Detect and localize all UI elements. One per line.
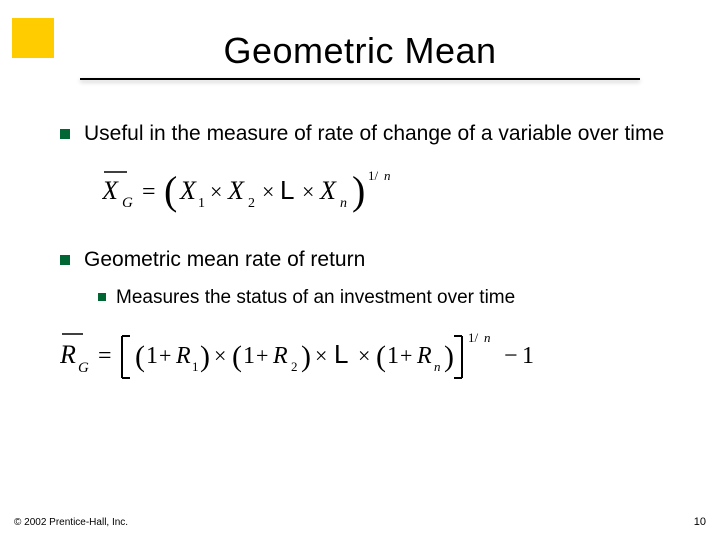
svg-text:G: G	[78, 360, 89, 376]
svg-text:n: n	[384, 168, 391, 183]
bullet-icon	[60, 255, 70, 265]
svg-text:(: (	[232, 340, 242, 373]
svg-text:n: n	[340, 196, 347, 211]
svg-text:R: R	[272, 343, 288, 369]
formula-rate-of-return: R G = ( 1 + R 1 ) × ( 1 + R 2	[60, 328, 680, 386]
svg-text:1: 1	[387, 343, 399, 369]
bullet-icon	[98, 293, 106, 301]
page-number: 10	[694, 516, 706, 528]
svg-text:(: (	[135, 340, 145, 373]
sub-bullet-text: Measures the status of an investment ove…	[116, 285, 515, 311]
svg-text:1: 1	[243, 343, 255, 369]
svg-text:X: X	[179, 176, 197, 205]
svg-text:×: ×	[214, 343, 226, 368]
footer: © 2002 Prentice-Hall, Inc. 10	[14, 516, 706, 528]
bullet-text: Useful in the measure of rate of change …	[84, 120, 664, 148]
svg-text:X: X	[227, 176, 245, 205]
bullet-row: Useful in the measure of rate of change …	[60, 120, 680, 148]
svg-text:=: =	[142, 179, 156, 205]
svg-text:1/: 1/	[468, 330, 479, 345]
svg-text:n: n	[434, 359, 441, 374]
svg-text:1: 1	[146, 343, 158, 369]
svg-text:×: ×	[358, 343, 370, 368]
svg-text:−: −	[504, 343, 518, 369]
sub-bullet-row: Measures the status of an investment ove…	[98, 285, 680, 311]
title-block: Geometric Mean	[0, 30, 720, 80]
title-underline	[80, 78, 640, 80]
svg-text:×: ×	[315, 343, 327, 368]
formula-geometric-mean: X G = ( X 1 × X 2 × L × X n ) 1/ n	[102, 166, 680, 220]
bullet-row: Geometric mean rate of return	[60, 246, 680, 274]
copyright-text: © 2002 Prentice-Hall, Inc.	[14, 517, 128, 528]
svg-text:L: L	[280, 175, 294, 205]
svg-text:(: (	[376, 340, 386, 373]
svg-text:R: R	[175, 343, 191, 369]
svg-text:X: X	[102, 176, 119, 205]
svg-text:×: ×	[262, 179, 274, 204]
svg-text:(: (	[164, 168, 177, 213]
svg-text:+: +	[400, 343, 412, 368]
svg-text:+: +	[256, 343, 268, 368]
svg-text:): )	[301, 340, 311, 373]
bullet-icon	[60, 129, 70, 139]
bullet-text: Geometric mean rate of return	[84, 246, 365, 274]
svg-text:1: 1	[192, 359, 199, 374]
content-area: Useful in the measure of rate of change …	[60, 120, 680, 412]
svg-text:1/: 1/	[368, 168, 379, 183]
svg-text:X: X	[319, 176, 337, 205]
svg-text:1: 1	[198, 196, 205, 211]
svg-text:=: =	[98, 343, 112, 369]
svg-text:×: ×	[302, 179, 314, 204]
svg-text:+: +	[159, 343, 171, 368]
svg-text:2: 2	[291, 359, 298, 374]
svg-text:2: 2	[248, 196, 255, 211]
svg-text:L: L	[334, 339, 348, 369]
svg-text:G: G	[122, 195, 133, 211]
svg-text:): )	[352, 168, 365, 213]
svg-text:×: ×	[210, 179, 222, 204]
svg-text:): )	[200, 340, 210, 373]
svg-text:1: 1	[522, 343, 534, 369]
sub-bullet-list: Measures the status of an investment ove…	[98, 285, 680, 311]
slide-title: Geometric Mean	[0, 30, 720, 72]
svg-text:): )	[444, 340, 454, 373]
svg-text:R: R	[60, 340, 76, 369]
svg-text:n: n	[484, 330, 491, 345]
svg-text:R: R	[416, 343, 432, 369]
